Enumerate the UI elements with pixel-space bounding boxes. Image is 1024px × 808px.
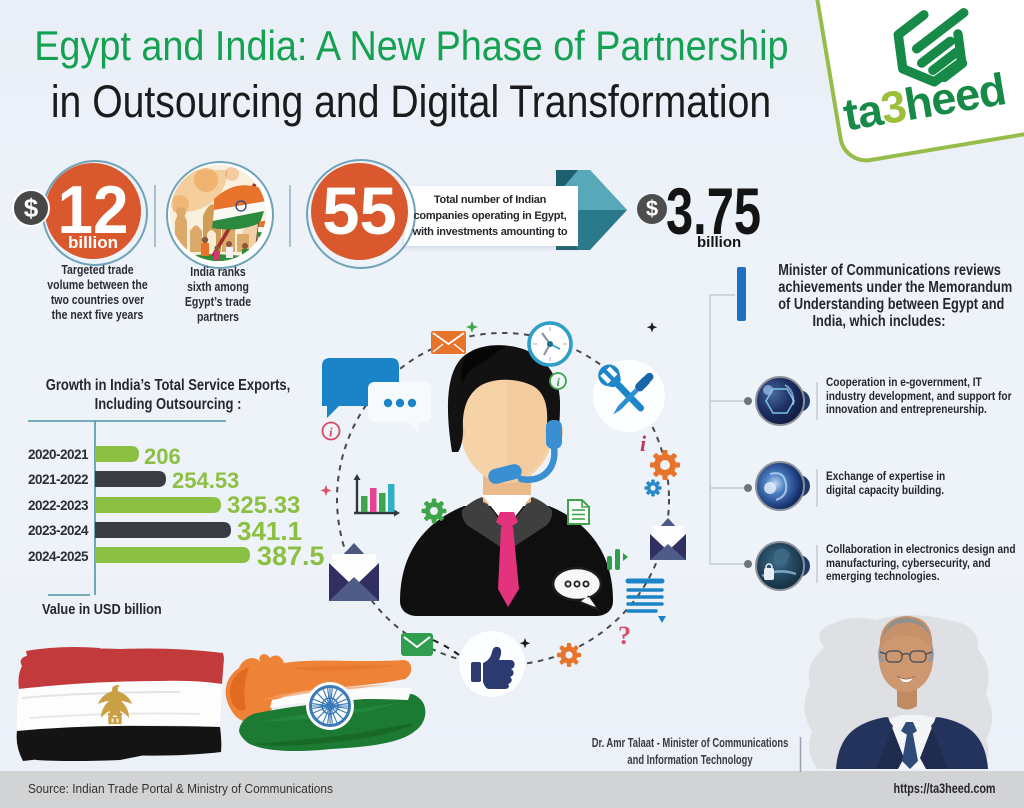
svg-text:ta3heed: ta3heed — [840, 63, 1009, 140]
svg-text:i: i — [557, 375, 561, 389]
svg-text:i: i — [640, 431, 647, 456]
svg-text:i: i — [329, 425, 333, 440]
svg-text:?: ? — [618, 621, 631, 650]
